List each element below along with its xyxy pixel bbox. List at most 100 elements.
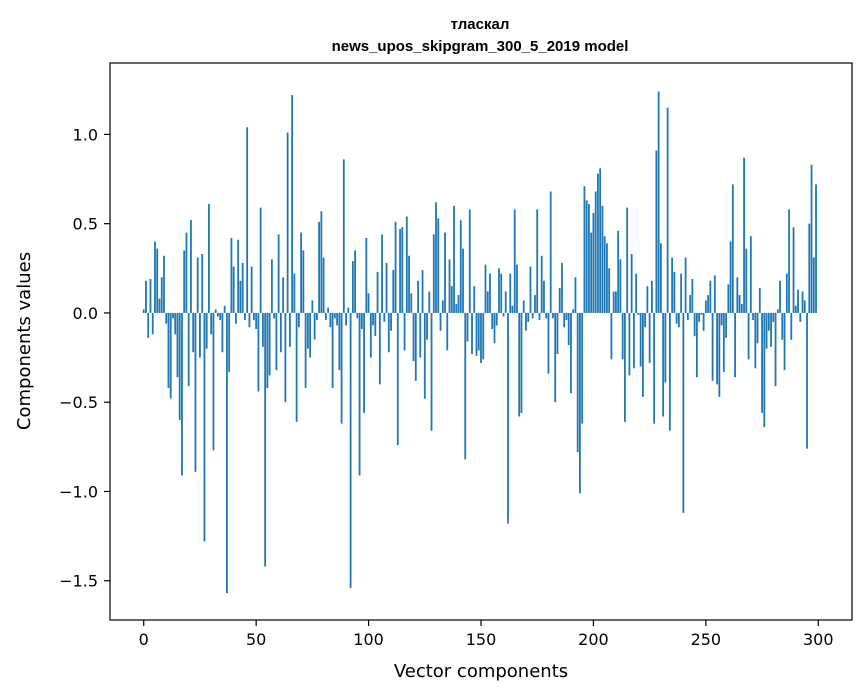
bar-component-134 bbox=[444, 232, 446, 313]
bar-component-287 bbox=[788, 209, 790, 313]
bar-component-228 bbox=[655, 150, 658, 313]
bar-component-80 bbox=[322, 257, 325, 313]
bar-component-214 bbox=[624, 312, 626, 422]
bar-component-120 bbox=[412, 312, 415, 362]
bar-component-150 bbox=[480, 312, 482, 363]
bar-component-4 bbox=[151, 312, 154, 335]
bar-component-10 bbox=[165, 312, 168, 324]
bar-component-100 bbox=[367, 293, 370, 313]
bar-component-53 bbox=[262, 312, 264, 347]
bar-component-159 bbox=[500, 273, 503, 313]
bar-component-210 bbox=[615, 291, 617, 313]
bar-component-35 bbox=[221, 312, 224, 353]
bar-component-152 bbox=[484, 264, 487, 313]
bar-component-211 bbox=[617, 230, 620, 313]
bar-component-56 bbox=[268, 312, 271, 376]
bar-component-198 bbox=[588, 204, 590, 313]
bar-component-259 bbox=[725, 312, 727, 338]
bar-component-92 bbox=[349, 312, 352, 588]
bar-component-77 bbox=[315, 312, 318, 321]
bar-component-169 bbox=[522, 300, 525, 313]
bar-component-15 bbox=[176, 312, 179, 378]
bar-component-269 bbox=[747, 312, 750, 360]
bar-component-195 bbox=[581, 312, 584, 424]
bar-component-161 bbox=[504, 291, 507, 313]
bar-component-205 bbox=[603, 236, 606, 313]
bar-component-61 bbox=[279, 312, 282, 353]
bar-component-34 bbox=[219, 312, 222, 321]
bar-component-292 bbox=[799, 312, 802, 322]
bar-component-126 bbox=[426, 312, 428, 340]
bar-component-20 bbox=[187, 312, 190, 387]
bar-component-5 bbox=[154, 241, 156, 313]
bar-component-212 bbox=[619, 259, 622, 313]
bar-component-186 bbox=[561, 262, 563, 313]
bar-component-104 bbox=[376, 271, 379, 313]
bar-component-93 bbox=[351, 261, 354, 313]
bar-component-37 bbox=[226, 312, 228, 594]
bar-component-281 bbox=[774, 312, 777, 387]
bar-component-260 bbox=[727, 284, 730, 313]
bar-component-68 bbox=[295, 312, 298, 422]
bar-component-21 bbox=[190, 220, 192, 313]
bar-component-115 bbox=[401, 227, 404, 313]
bar-component-86 bbox=[336, 312, 338, 326]
bar-component-105 bbox=[378, 312, 381, 385]
bar-component-46 bbox=[246, 127, 249, 313]
bar-component-172 bbox=[529, 266, 532, 313]
bar-component-272 bbox=[754, 312, 757, 369]
bar-component-137 bbox=[450, 286, 453, 313]
bar-component-219 bbox=[635, 273, 638, 313]
bar-component-95 bbox=[356, 312, 359, 319]
bar-component-187 bbox=[563, 312, 566, 328]
bar-component-50 bbox=[255, 312, 258, 330]
bar-component-213 bbox=[621, 312, 624, 360]
bar-component-193 bbox=[576, 312, 579, 453]
bar-component-142 bbox=[462, 248, 464, 313]
bar-component-78 bbox=[318, 221, 321, 313]
bar-component-167 bbox=[518, 312, 521, 417]
bar-component-243 bbox=[689, 295, 692, 313]
bar-component-136 bbox=[448, 259, 451, 313]
bar-component-295 bbox=[806, 312, 808, 449]
bar-component-263 bbox=[734, 312, 736, 378]
bar-component-141 bbox=[459, 220, 462, 313]
bar-component-153 bbox=[486, 291, 489, 313]
bar-component-254 bbox=[713, 275, 716, 313]
bar-component-257 bbox=[720, 312, 723, 326]
bar-component-26 bbox=[201, 254, 204, 313]
bar-component-74 bbox=[309, 312, 312, 358]
bar-component-112 bbox=[394, 221, 397, 313]
bar-component-73 bbox=[306, 312, 309, 349]
bar-component-146 bbox=[471, 312, 473, 354]
bar-component-180 bbox=[547, 312, 550, 374]
bar-component-39 bbox=[230, 237, 233, 313]
bar-component-6 bbox=[156, 248, 159, 313]
bar-component-87 bbox=[338, 312, 341, 371]
bar-component-163 bbox=[509, 273, 512, 313]
bar-component-160 bbox=[502, 312, 505, 317]
bar-component-27 bbox=[203, 312, 206, 542]
bar-component-200 bbox=[592, 212, 595, 313]
bar-component-225 bbox=[648, 312, 651, 363]
bar-component-51 bbox=[257, 312, 260, 392]
bar-component-47 bbox=[248, 312, 251, 328]
bar-component-223 bbox=[644, 312, 647, 328]
bar-component-9 bbox=[163, 255, 165, 313]
bar-component-13 bbox=[172, 312, 174, 319]
bar-component-130 bbox=[435, 202, 437, 313]
bar-component-280 bbox=[772, 312, 775, 322]
bar-component-222 bbox=[641, 312, 644, 397]
bar-component-117 bbox=[405, 216, 408, 313]
bar-component-60 bbox=[277, 234, 280, 313]
bar-component-297 bbox=[810, 164, 813, 313]
bar-component-188 bbox=[565, 312, 568, 321]
bar-component-70 bbox=[300, 232, 303, 313]
bar-component-64 bbox=[286, 132, 289, 313]
bar-component-252 bbox=[709, 280, 712, 313]
bar-component-132 bbox=[439, 312, 442, 331]
bar-component-170 bbox=[525, 312, 527, 331]
y-tick-label: −0.5 bbox=[59, 393, 98, 412]
bar-component-233 bbox=[666, 107, 669, 313]
